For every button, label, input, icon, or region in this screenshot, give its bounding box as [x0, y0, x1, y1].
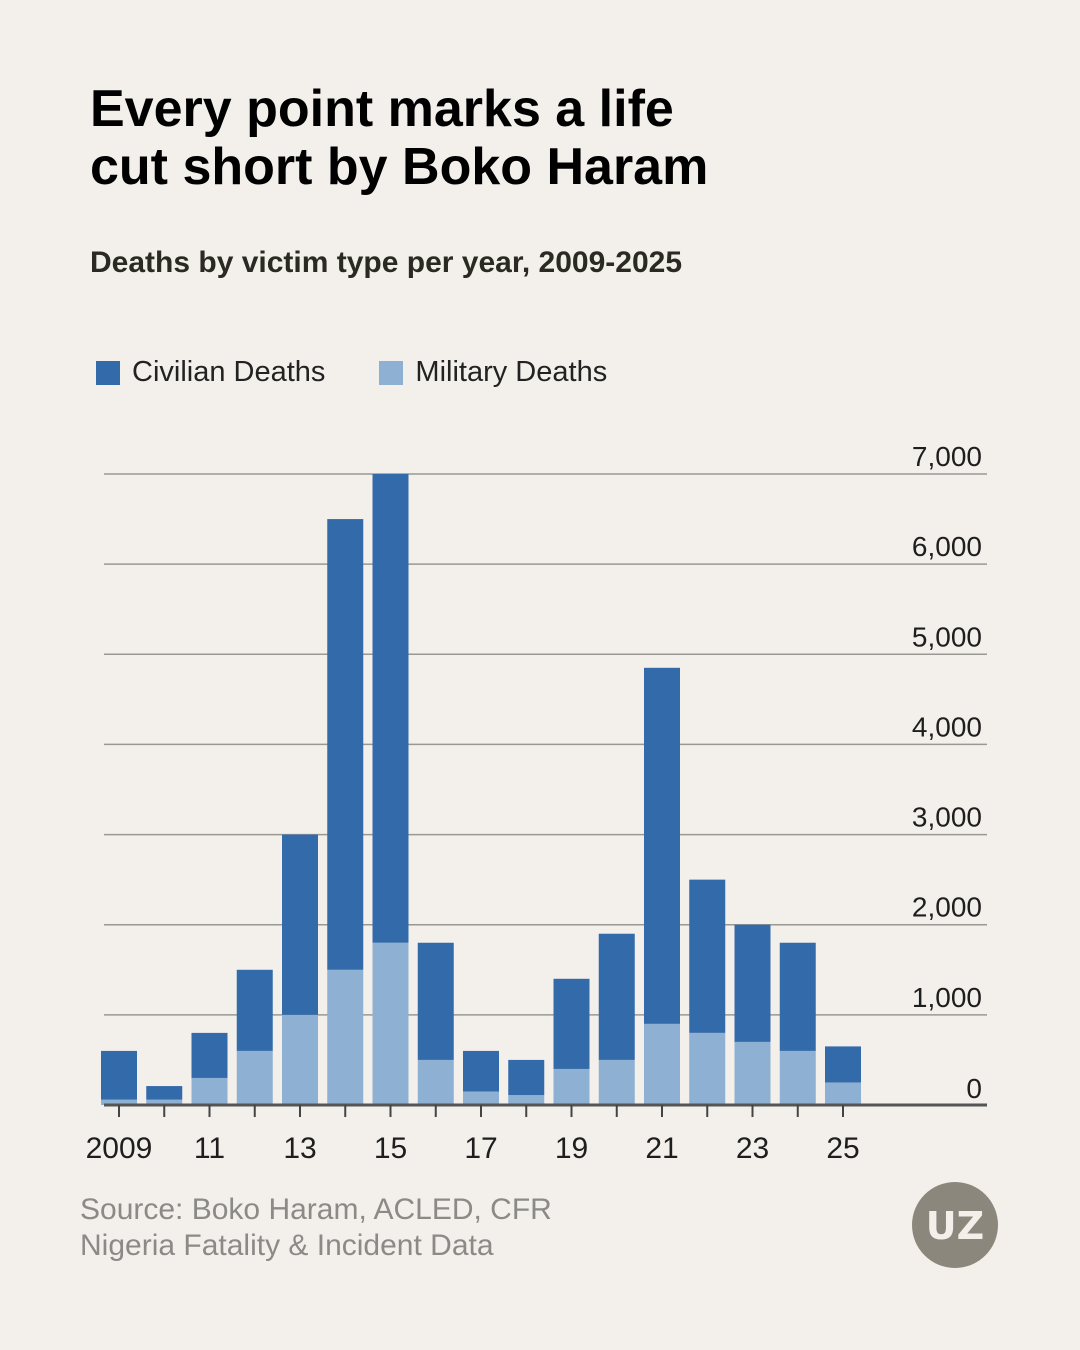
x-tick-label: 21 — [645, 1132, 678, 1165]
source-note: Source: Boko Haram, ACLED, CFR Nigeria F… — [80, 1193, 552, 1262]
chart-subtitle: Deaths by victim type per year, 2009-202… — [90, 246, 683, 279]
bar-civilian — [825, 1046, 861, 1083]
bar-military — [282, 1014, 318, 1105]
x-tick-label: 11 — [194, 1132, 225, 1165]
bar-civilian — [417, 942, 454, 1060]
y-tick-label: 3,000 — [912, 802, 982, 833]
legend-label-civilian: Civilian Deaths — [132, 356, 326, 388]
bar-military — [689, 1032, 726, 1105]
y-tick-label: 2,000 — [912, 892, 982, 923]
bar-military — [553, 1068, 590, 1105]
x-tick-label: 23 — [736, 1132, 769, 1165]
y-tick-label: 7,000 — [912, 441, 982, 472]
bar-civilian — [236, 969, 273, 1051]
bar-military — [417, 1059, 454, 1105]
bar-military — [598, 1059, 635, 1105]
legend-item-military: Military Deaths — [379, 356, 607, 389]
bar-civilian — [598, 933, 635, 1060]
legend-item-civilian: Civilian Deaths — [96, 356, 325, 389]
x-tick-label: 25 — [826, 1132, 859, 1165]
x-tick-label: 13 — [283, 1132, 316, 1165]
bar-military — [734, 1041, 771, 1105]
bar-military — [463, 1091, 499, 1105]
x-tick-label: 2009 — [86, 1132, 153, 1165]
bar-civilian — [553, 978, 590, 1069]
bar-civilian — [191, 1032, 228, 1078]
bar-civilian — [508, 1059, 545, 1096]
y-tick-label: 6,000 — [912, 531, 982, 562]
y-tick-label: 5,000 — [912, 621, 982, 652]
legend-swatch-civilian — [96, 360, 120, 385]
bar-military — [327, 969, 364, 1105]
legend-swatch-military — [379, 360, 404, 385]
bar-civilian — [146, 1086, 183, 1100]
x-tick-label: 19 — [555, 1132, 588, 1165]
bar-civilian — [644, 667, 680, 1024]
bar-military — [508, 1095, 545, 1105]
y-tick-label: 0 — [966, 1073, 982, 1104]
bar-military — [644, 1023, 680, 1105]
bar-military — [146, 1099, 183, 1105]
uz-logo: UZ — [912, 1182, 998, 1268]
stacked-bar-chart: 0 1,000 2,000 3,000 4,000 5,000 6,000 7,000 2009… — [86, 441, 987, 1165]
logo-text: UZ — [926, 1204, 984, 1248]
bar-military — [101, 1099, 137, 1105]
bar-civilian — [463, 1050, 499, 1092]
bar-civilian — [327, 519, 364, 970]
x-tick-label: 15 — [374, 1132, 407, 1165]
legend: Civilian Deaths Military Deaths — [96, 356, 661, 389]
y-tick-label: 1,000 — [912, 982, 982, 1013]
bar-military — [236, 1050, 273, 1105]
bar-civilian — [779, 942, 816, 1051]
bar-military — [191, 1077, 228, 1105]
y-tick-label: 4,000 — [912, 711, 982, 742]
bar-civilian — [101, 1050, 137, 1100]
bar-civilian — [282, 834, 318, 1015]
chart-title: Every point marks a life cut short by Bo… — [90, 80, 709, 196]
bar-military — [779, 1050, 816, 1105]
bar-civilian — [689, 879, 726, 1033]
legend-label-military: Military Deaths — [415, 356, 608, 388]
bar-civilian — [372, 474, 409, 943]
bar-military — [825, 1082, 861, 1105]
x-tick-label: 17 — [464, 1132, 497, 1165]
bar-civilian — [734, 924, 771, 1042]
bar-military — [372, 942, 409, 1105]
